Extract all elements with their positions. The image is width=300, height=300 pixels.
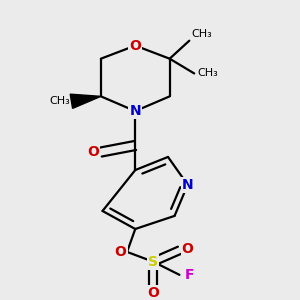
Text: F: F bbox=[184, 268, 194, 282]
Text: O: O bbox=[129, 39, 141, 52]
Text: CH₃: CH₃ bbox=[49, 96, 70, 106]
Text: O: O bbox=[87, 145, 99, 159]
Text: O: O bbox=[182, 242, 194, 256]
Text: CH₃: CH₃ bbox=[191, 29, 212, 39]
Text: CH₃: CH₃ bbox=[197, 68, 218, 78]
Text: N: N bbox=[182, 178, 194, 192]
Text: O: O bbox=[147, 286, 159, 300]
Polygon shape bbox=[70, 94, 101, 108]
Text: N: N bbox=[130, 104, 141, 118]
Text: S: S bbox=[148, 255, 158, 269]
Text: O: O bbox=[115, 245, 127, 259]
